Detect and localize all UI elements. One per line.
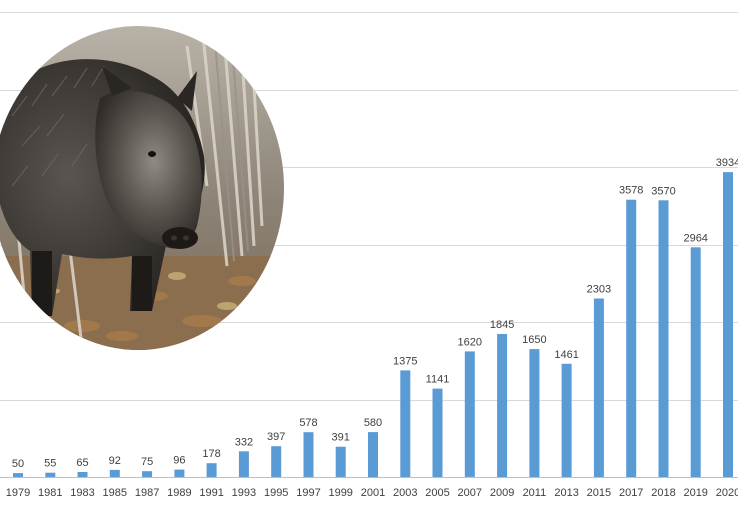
x-tick-label-1981: 1981	[38, 487, 62, 499]
value-label-1983: 65	[76, 457, 88, 469]
bar-1995	[271, 446, 282, 477]
x-tick-label-1987: 1987	[135, 487, 159, 499]
value-label-2001: 580	[364, 417, 382, 429]
bar-2001	[368, 432, 378, 478]
value-label-1985: 92	[109, 455, 121, 467]
value-label-1987: 75	[141, 456, 153, 468]
value-label-1991: 178	[202, 448, 220, 460]
x-tick-label-1979: 1979	[6, 487, 30, 499]
x-tick-label-1991: 1991	[199, 487, 223, 499]
x-tick-label-2015: 2015	[587, 487, 611, 499]
bar-1981	[45, 472, 56, 477]
x-tick-label-2020: 2020	[716, 487, 738, 499]
x-tick-label-1993: 1993	[232, 487, 256, 499]
value-label-2011: 1650	[522, 334, 546, 346]
x-tick-label-2013: 2013	[554, 487, 578, 499]
value-label-2015: 2303	[587, 284, 611, 296]
wild-boar-illustration	[0, 26, 284, 350]
bar-2019	[690, 247, 701, 477]
value-label-2013: 1461	[554, 349, 578, 361]
x-tick-label-1983: 1983	[70, 487, 94, 499]
x-tick-label-2009: 2009	[490, 487, 514, 499]
wild-boar-photo	[0, 26, 284, 350]
x-tick-label-1997: 1997	[296, 487, 320, 499]
bar-2015	[593, 298, 604, 477]
bar-1987	[142, 471, 153, 477]
x-tick-label-1995: 1995	[264, 487, 288, 499]
bar-2003	[400, 370, 411, 477]
bar-1999	[335, 446, 346, 477]
value-label-2009: 1845	[490, 319, 514, 331]
bar-2007	[464, 351, 475, 477]
value-label-1981: 55	[44, 458, 56, 470]
bar-1979	[13, 473, 23, 477]
bar-2011	[529, 349, 540, 477]
value-label-1995: 397	[267, 431, 285, 443]
bar-1985	[109, 469, 120, 477]
value-label-2003: 1375	[393, 355, 417, 367]
bar-1989	[174, 469, 185, 477]
value-labels: 50 55 65 92 75 96 178 332 397 578 391 580 1375 1141 16…	[12, 157, 738, 470]
bar-1983	[77, 472, 88, 477]
x-axis-tick-labels: 1979 1981 1983 1985 1987 1989 1991 1993 1995 1997…	[6, 487, 738, 499]
bar-2009	[497, 334, 508, 477]
x-tick-label-2007: 2007	[458, 487, 482, 499]
x-tick-label-1989: 1989	[167, 487, 191, 499]
value-label-2018: 3570	[651, 185, 675, 197]
bar-2017	[626, 199, 637, 477]
value-label-2020: 3934	[716, 157, 738, 169]
x-tick-label-2003: 2003	[393, 487, 417, 499]
x-tick-label-1999: 1999	[328, 487, 352, 499]
value-label-1997: 578	[299, 417, 317, 429]
bar-2005	[432, 388, 443, 477]
value-label-2007: 1620	[458, 336, 482, 348]
x-tick-label-1985: 1985	[103, 487, 127, 499]
bar-2013	[561, 363, 572, 477]
x-tick-label-2018: 2018	[651, 487, 675, 499]
bar-1991	[206, 463, 217, 477]
value-label-1979: 50	[12, 458, 24, 470]
x-tick-label-2001: 2001	[361, 487, 385, 499]
bar-1993	[238, 451, 249, 477]
x-tick-label-2005: 2005	[425, 487, 449, 499]
value-label-2017: 3578	[619, 185, 643, 197]
bar-2020	[723, 172, 733, 477]
x-tick-label-2011: 2011	[523, 487, 547, 499]
value-label-2019: 2964	[683, 232, 707, 244]
value-label-1993: 332	[235, 436, 253, 448]
value-label-1999: 391	[332, 432, 350, 444]
bar-1997	[303, 432, 314, 477]
value-label-1989: 96	[173, 455, 185, 467]
x-tick-label-2019: 2019	[683, 487, 707, 499]
x-tick-label-2017: 2017	[619, 487, 643, 499]
bar-2018	[658, 200, 669, 478]
value-label-2005: 1141	[426, 374, 450, 386]
bars	[13, 172, 733, 478]
